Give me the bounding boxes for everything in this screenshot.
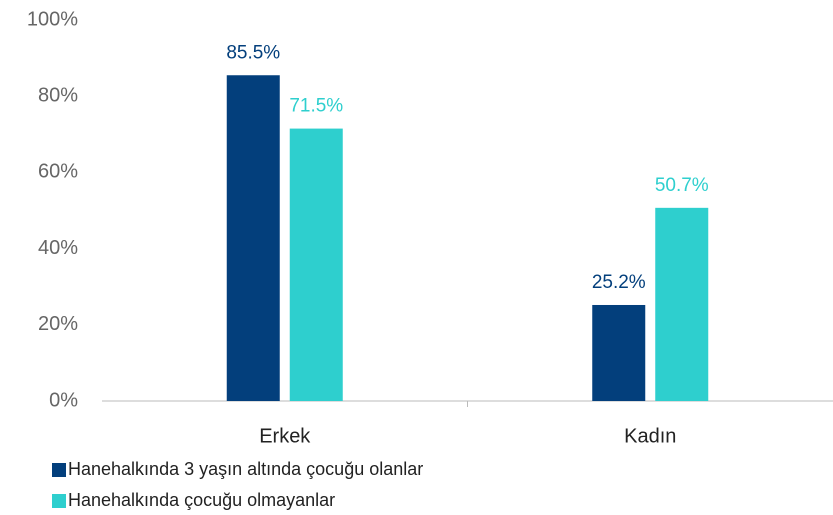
value-label: 85.5% xyxy=(226,42,280,63)
bar xyxy=(289,128,343,401)
value-label: 25.2% xyxy=(592,272,646,293)
legend-swatch xyxy=(52,494,66,508)
x-tick-label: Kadın xyxy=(624,425,676,447)
y-tick-label: 60% xyxy=(38,161,78,183)
y-tick-label: 20% xyxy=(38,313,78,335)
bar xyxy=(592,304,646,401)
value-label: 50.7% xyxy=(655,175,709,196)
bar xyxy=(655,207,709,401)
legend-label: Hanehalkında 3 yaşın altında çocuğu olan… xyxy=(68,459,423,479)
legend-label: Hanehalkında çocuğu olmayanlar xyxy=(68,490,335,510)
x-tick-label: Erkek xyxy=(259,425,311,447)
bar xyxy=(226,75,280,402)
y-tick-label: 100% xyxy=(27,8,78,30)
legend-swatch xyxy=(52,463,66,477)
value-label: 71.5% xyxy=(289,96,343,117)
y-tick-label: 0% xyxy=(49,389,78,411)
y-tick-label: 40% xyxy=(38,237,78,259)
y-tick-label: 80% xyxy=(38,84,78,106)
